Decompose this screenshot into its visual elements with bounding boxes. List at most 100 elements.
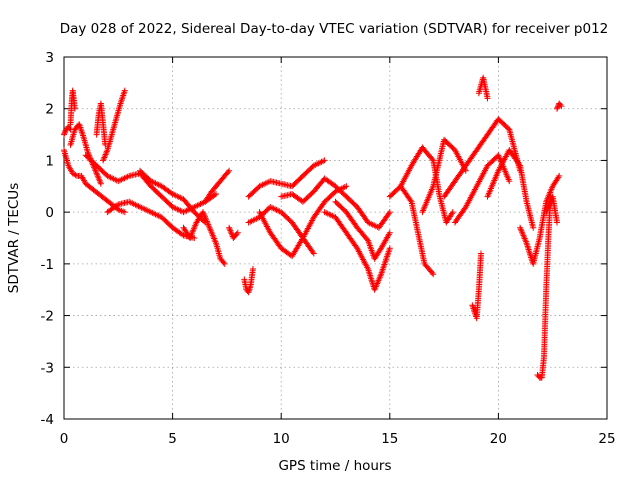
data-point xyxy=(475,252,484,293)
data-point xyxy=(100,121,109,147)
data-point xyxy=(180,196,197,214)
series-track-21 xyxy=(397,144,456,226)
data-point xyxy=(354,224,370,243)
data-point xyxy=(332,183,349,199)
data-point xyxy=(478,250,484,257)
data-point xyxy=(299,189,316,205)
data-point xyxy=(267,204,283,215)
data-point xyxy=(484,117,501,138)
data-point xyxy=(378,247,393,278)
data-point xyxy=(289,219,305,240)
data-point xyxy=(534,372,542,380)
data-point xyxy=(473,164,490,190)
data-point xyxy=(169,191,185,202)
data-point xyxy=(386,245,393,252)
data-point xyxy=(343,193,359,209)
plot-frame xyxy=(63,56,608,420)
data-point xyxy=(462,184,479,210)
data-points xyxy=(61,74,565,381)
data-point xyxy=(97,100,106,126)
data-point xyxy=(121,87,128,94)
series-track-3 xyxy=(67,87,78,128)
data-point xyxy=(386,229,393,236)
data-point xyxy=(234,229,241,236)
data-point xyxy=(543,236,552,293)
series-track-27 xyxy=(484,147,537,231)
data-point xyxy=(217,255,227,266)
data-point xyxy=(147,178,164,189)
data-point xyxy=(441,179,457,200)
data-point xyxy=(82,152,99,168)
x-axis-label: GPS time / hours xyxy=(278,458,391,474)
data-point xyxy=(104,172,120,184)
data-point xyxy=(558,103,565,110)
data-point xyxy=(208,182,221,195)
data-point xyxy=(419,144,436,163)
data-point xyxy=(256,178,272,190)
data-point xyxy=(517,162,530,204)
data-point xyxy=(169,224,186,238)
series-track-26 xyxy=(475,74,491,102)
x-tick-label: 0 xyxy=(60,431,69,447)
data-point xyxy=(121,209,128,216)
data-point xyxy=(378,231,392,252)
series-track-13 xyxy=(241,266,256,296)
data-point xyxy=(449,209,456,216)
data-point xyxy=(69,170,79,179)
series-track-2 xyxy=(67,121,104,187)
data-point xyxy=(147,209,164,220)
data-point xyxy=(310,158,327,169)
data-point xyxy=(332,214,349,235)
data-point xyxy=(67,102,75,128)
data-point xyxy=(343,209,360,230)
data-point xyxy=(506,178,513,185)
data-point xyxy=(310,250,317,257)
data-point xyxy=(206,224,219,245)
data-point xyxy=(549,193,560,224)
data-point xyxy=(495,116,512,132)
data-point xyxy=(158,193,175,209)
data-point xyxy=(61,127,69,138)
data-point xyxy=(299,215,316,241)
data-point xyxy=(441,136,457,152)
data-point xyxy=(147,183,164,199)
data-point xyxy=(126,198,142,210)
data-point xyxy=(541,288,550,360)
series-track-4 xyxy=(61,123,74,138)
series-track-12 xyxy=(226,224,241,241)
x-tick-label: 20 xyxy=(490,431,507,447)
data-point xyxy=(321,189,338,205)
series-track-25 xyxy=(469,250,484,322)
data-point xyxy=(69,87,78,111)
data-point xyxy=(419,184,436,216)
data-point xyxy=(243,286,251,294)
series-track-16 xyxy=(256,183,350,260)
data-point xyxy=(530,224,537,231)
data-point xyxy=(397,164,414,190)
series-track-7 xyxy=(82,152,219,216)
data-point xyxy=(354,204,371,225)
data-point xyxy=(365,237,377,260)
series-track-17 xyxy=(278,175,393,231)
data-point xyxy=(93,112,102,138)
data-point xyxy=(100,148,110,164)
data-point xyxy=(480,74,491,100)
data-point xyxy=(321,157,328,164)
data-point xyxy=(299,163,316,179)
data-point xyxy=(158,183,175,197)
data-point xyxy=(343,229,360,250)
data-point xyxy=(371,272,384,293)
data-point xyxy=(495,148,512,174)
series-track-31 xyxy=(554,100,565,112)
data-point xyxy=(278,209,294,225)
series-track-20 xyxy=(386,183,437,278)
chart-title: Day 028 of 2022, Sidereal Day-to-day VTE… xyxy=(60,21,609,37)
data-point xyxy=(230,231,240,241)
data-point xyxy=(137,204,153,215)
data-point xyxy=(191,199,207,210)
data-point xyxy=(430,271,437,278)
data-point xyxy=(343,183,350,190)
data-point xyxy=(67,126,74,133)
data-point xyxy=(256,209,273,235)
